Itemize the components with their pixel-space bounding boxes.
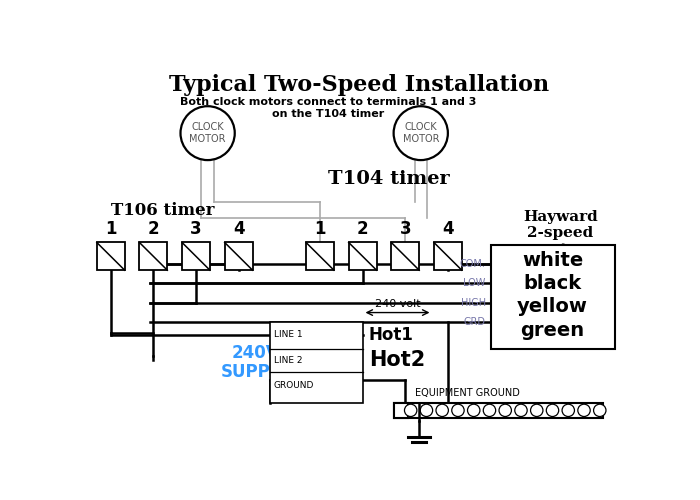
Bar — [491, 245, 615, 349]
Bar — [393, 402, 603, 418]
Bar — [391, 242, 419, 270]
Circle shape — [452, 404, 464, 416]
Text: 3: 3 — [400, 220, 411, 238]
Bar — [182, 242, 210, 270]
Circle shape — [405, 404, 417, 416]
Bar — [225, 242, 253, 270]
Circle shape — [420, 404, 433, 416]
Text: 1: 1 — [314, 220, 326, 238]
Text: 2: 2 — [148, 220, 159, 238]
Text: CLOCK
MOTOR: CLOCK MOTOR — [190, 122, 226, 144]
Text: LINE 1: LINE 1 — [274, 330, 302, 340]
Text: Hot2: Hot2 — [369, 350, 425, 370]
Text: CLOCK
MOTOR: CLOCK MOTOR — [402, 122, 439, 144]
Polygon shape — [393, 402, 407, 418]
Text: 4: 4 — [442, 220, 454, 238]
Text: Hayward
2-speed
motor: Hayward 2-speed motor — [523, 210, 598, 256]
Circle shape — [181, 106, 234, 160]
Circle shape — [436, 404, 449, 416]
Text: HIGH: HIGH — [461, 298, 486, 308]
Circle shape — [514, 404, 527, 416]
Text: COM.: COM. — [460, 259, 486, 269]
Text: white
black
yellow
green: white black yellow green — [517, 251, 588, 340]
Text: 4: 4 — [233, 220, 244, 238]
Text: 3: 3 — [190, 220, 202, 238]
Circle shape — [393, 106, 448, 160]
Circle shape — [531, 404, 543, 416]
Text: 240 volt: 240 volt — [374, 298, 420, 308]
Bar — [270, 322, 363, 402]
Bar — [349, 242, 377, 270]
Text: Hot1: Hot1 — [369, 326, 414, 344]
Bar — [434, 242, 462, 270]
Bar — [97, 242, 125, 270]
Bar — [306, 242, 334, 270]
Text: 2: 2 — [357, 220, 368, 238]
Text: GRD: GRD — [464, 317, 486, 327]
Text: LOW: LOW — [463, 278, 486, 288]
Text: EQUIPMENT GROUND: EQUIPMENT GROUND — [415, 388, 520, 398]
Text: 1: 1 — [105, 220, 116, 238]
Circle shape — [594, 404, 606, 416]
Circle shape — [468, 404, 480, 416]
Circle shape — [483, 404, 496, 416]
Circle shape — [578, 404, 590, 416]
Circle shape — [499, 404, 512, 416]
Text: LINE 2: LINE 2 — [274, 356, 302, 365]
Circle shape — [562, 404, 575, 416]
Text: T106 timer: T106 timer — [111, 202, 214, 218]
Bar — [139, 242, 167, 270]
Text: T104 timer: T104 timer — [328, 170, 449, 188]
Text: Both clock motors connect to terminals 1 and 3
on the T104 timer: Both clock motors connect to terminals 1… — [180, 97, 476, 118]
Text: GROUND: GROUND — [274, 381, 314, 390]
Text: Typical Two-Speed Installation: Typical Two-Speed Installation — [169, 74, 549, 96]
Circle shape — [546, 404, 559, 416]
Text: 240V
SUPPLY: 240V SUPPLY — [220, 344, 290, 381]
